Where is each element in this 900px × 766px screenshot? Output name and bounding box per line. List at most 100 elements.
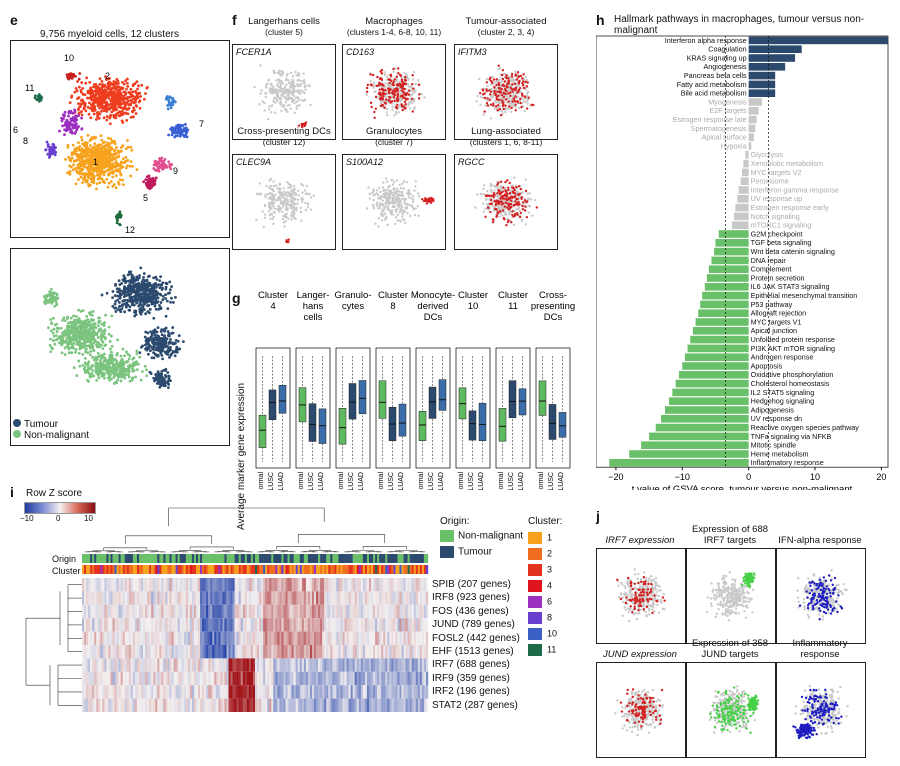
heatmap-cell [413, 618, 416, 632]
pathway-label: UV response up [751, 194, 803, 203]
heatmap-cell [112, 578, 115, 592]
heatmap-cell [248, 578, 252, 592]
heatmap-cell [147, 604, 150, 619]
heatmap-cell [269, 578, 272, 592]
heatmap-cell [322, 591, 325, 605]
heatmap-cell [236, 645, 239, 659]
heatmap-cell [366, 645, 370, 659]
heatmap-cell [336, 698, 339, 712]
heatmap-cell [289, 591, 292, 605]
heatmap-cell [187, 685, 191, 699]
heatmap-cell [185, 658, 189, 672]
heatmap-cell [161, 618, 164, 632]
x-tick-label: 0 [746, 472, 751, 482]
panel-h-label: h [596, 12, 605, 28]
heatmap-cell [350, 658, 353, 672]
panel-h-title: Hallmark pathways in macrophages, tumour… [614, 14, 865, 36]
heatmap-cell [126, 591, 130, 605]
panel-f-gene-3: CLEC9A [236, 157, 272, 167]
heatmap-cell [411, 658, 414, 672]
heatmap-cell [175, 685, 178, 699]
heatmap-cell [104, 685, 107, 699]
heatmap-cell [352, 591, 355, 605]
heatmap-cell [132, 671, 136, 686]
boxplot-group-title: cells [303, 312, 322, 323]
heatmap-cell [100, 658, 103, 672]
heatmap-cell [214, 578, 217, 592]
heatmap-cell [118, 578, 121, 592]
heatmap-cell [287, 685, 290, 699]
heatmap-cell [169, 645, 172, 659]
heatmap-cell [94, 698, 97, 712]
heatmap-cell [397, 658, 400, 672]
heatmap-cell [214, 698, 217, 712]
heatmap-cell [354, 618, 357, 632]
heatmap-cell [373, 698, 376, 712]
heatmap-cell [305, 645, 309, 659]
heatmap-cell [102, 591, 105, 605]
heatmap-cell [90, 591, 93, 605]
heatmap-cell [118, 645, 121, 659]
heatmap-cell [263, 604, 266, 619]
heatmap-cell [287, 578, 290, 592]
heatmap-cell [316, 645, 319, 659]
heatmap-cell [407, 671, 410, 686]
heatmap-cell [387, 698, 390, 712]
heatmap-cell [405, 618, 408, 632]
heatmap-cell [269, 658, 272, 672]
heatmap-cell [102, 685, 105, 699]
heatmap-cell [206, 658, 209, 672]
heatmap-cell [291, 698, 294, 712]
heatmap-cell [134, 604, 138, 619]
heatmap-cell [354, 698, 357, 712]
heatmap-cell [314, 591, 317, 605]
heatmap-cell [275, 618, 278, 632]
heatmap-cell [285, 685, 288, 699]
pathway-bar [669, 397, 749, 405]
heatmap-cell [143, 698, 146, 712]
heatmap-cell [214, 671, 217, 686]
heatmap-cell [346, 698, 349, 712]
heatmap-cell [377, 578, 380, 592]
heatmap-cell [171, 645, 174, 659]
heatmap-cell [419, 631, 423, 645]
heatmap-cell [128, 604, 132, 619]
heatmap-cell [407, 658, 410, 672]
heatmap-cell [92, 645, 95, 659]
heatmap-cell [102, 604, 105, 619]
pathway-label: Apoptosis [751, 361, 783, 370]
heatmap-cell [214, 618, 217, 632]
heatmap-cell [348, 685, 351, 699]
pathway-label: Hypoxia [721, 141, 747, 150]
heatmap-cell [277, 645, 280, 659]
heatmap-cell [411, 671, 414, 686]
heatmap-cell [118, 658, 121, 672]
heatmap-cell [124, 578, 127, 592]
heatmap-cell [403, 604, 406, 619]
heatmap-cell [267, 631, 270, 645]
heatmap-cell [366, 591, 370, 605]
boxplot-group-title: 11 [508, 301, 518, 312]
heatmap-cell [214, 631, 217, 645]
heatmap-cell [387, 591, 390, 605]
heatmap-cell [299, 591, 303, 605]
heatmap-cell [326, 591, 329, 605]
heatmap-cell [200, 604, 203, 619]
heatmap-cell [368, 578, 372, 592]
heatmap-cell [218, 631, 221, 645]
heatmap-cell [423, 604, 427, 619]
pathway-label: Adipogenesis [751, 405, 795, 414]
heatmap-cell [110, 671, 113, 686]
heatmap-cell [354, 671, 357, 686]
heatmap-cell [344, 685, 347, 699]
heatmap-cell [389, 685, 392, 699]
heatmap-cell [275, 578, 278, 592]
heatmap-cell [171, 578, 174, 592]
heatmap-cell [417, 591, 421, 605]
heatmap-cell [86, 604, 89, 619]
heatmap-cell [330, 698, 333, 712]
heatmap-cell [252, 618, 256, 632]
heatmap-cell [287, 631, 290, 645]
heatmap-cell [316, 631, 319, 645]
heatmap-cell [383, 591, 386, 605]
